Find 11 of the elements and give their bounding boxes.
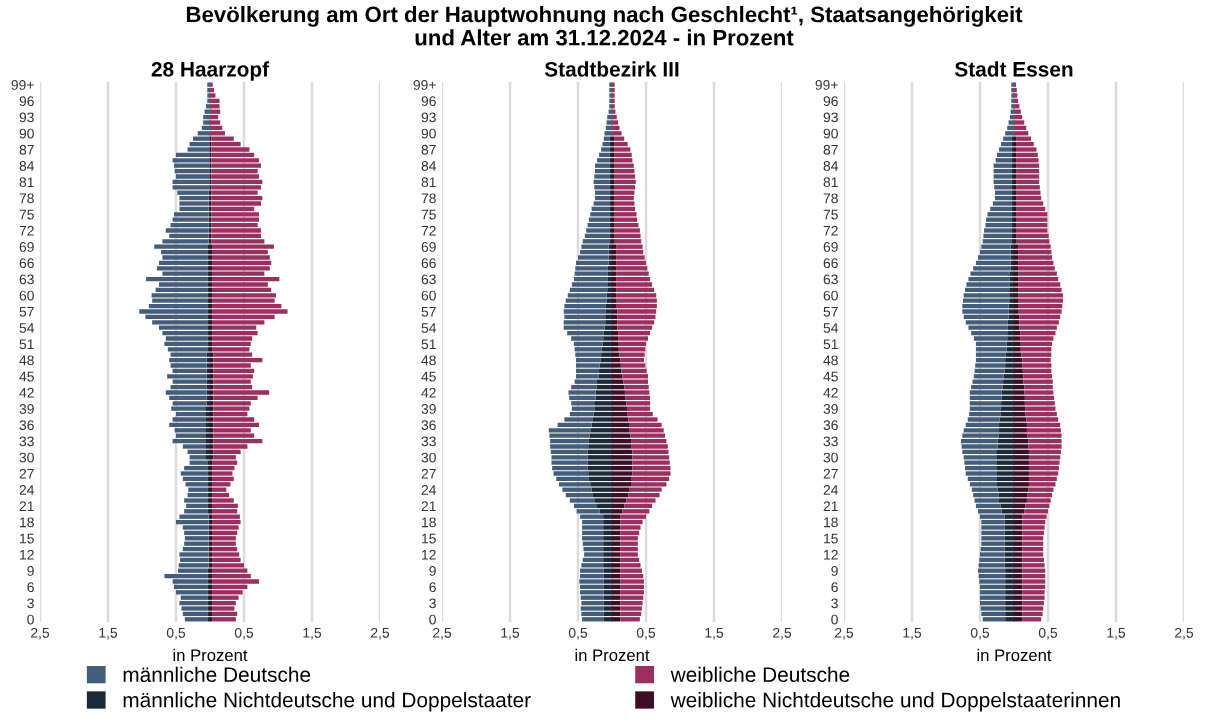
chart-title: Stadt Essen: [954, 61, 1073, 77]
x-axis-title: in Prozent: [575, 648, 650, 662]
chart-title: Stadtbezirk III: [544, 61, 679, 77]
chart-title: 28 Haarzopf: [151, 61, 270, 81]
legend-label: weibliche Deutsche: [670, 666, 850, 683]
legend-label: weibliche Nichtdeutsche und Doppelstaaterinnen: [670, 692, 1120, 712]
legend-label: männliche Deutsche: [123, 666, 311, 683]
x-axis-title: in Prozent: [977, 648, 1052, 662]
legend-label: männliche Nichtdeutsche und Doppelstaater: [123, 692, 531, 712]
text: Bevölkerung am Ort der Hauptwohnung nach Geschlecht¹, Staatsangehörigkeit und Alter am 31.12.2024 - in Prozent: [186, 6, 1023, 46]
x-axis-title: in Prozent: [173, 648, 248, 662]
